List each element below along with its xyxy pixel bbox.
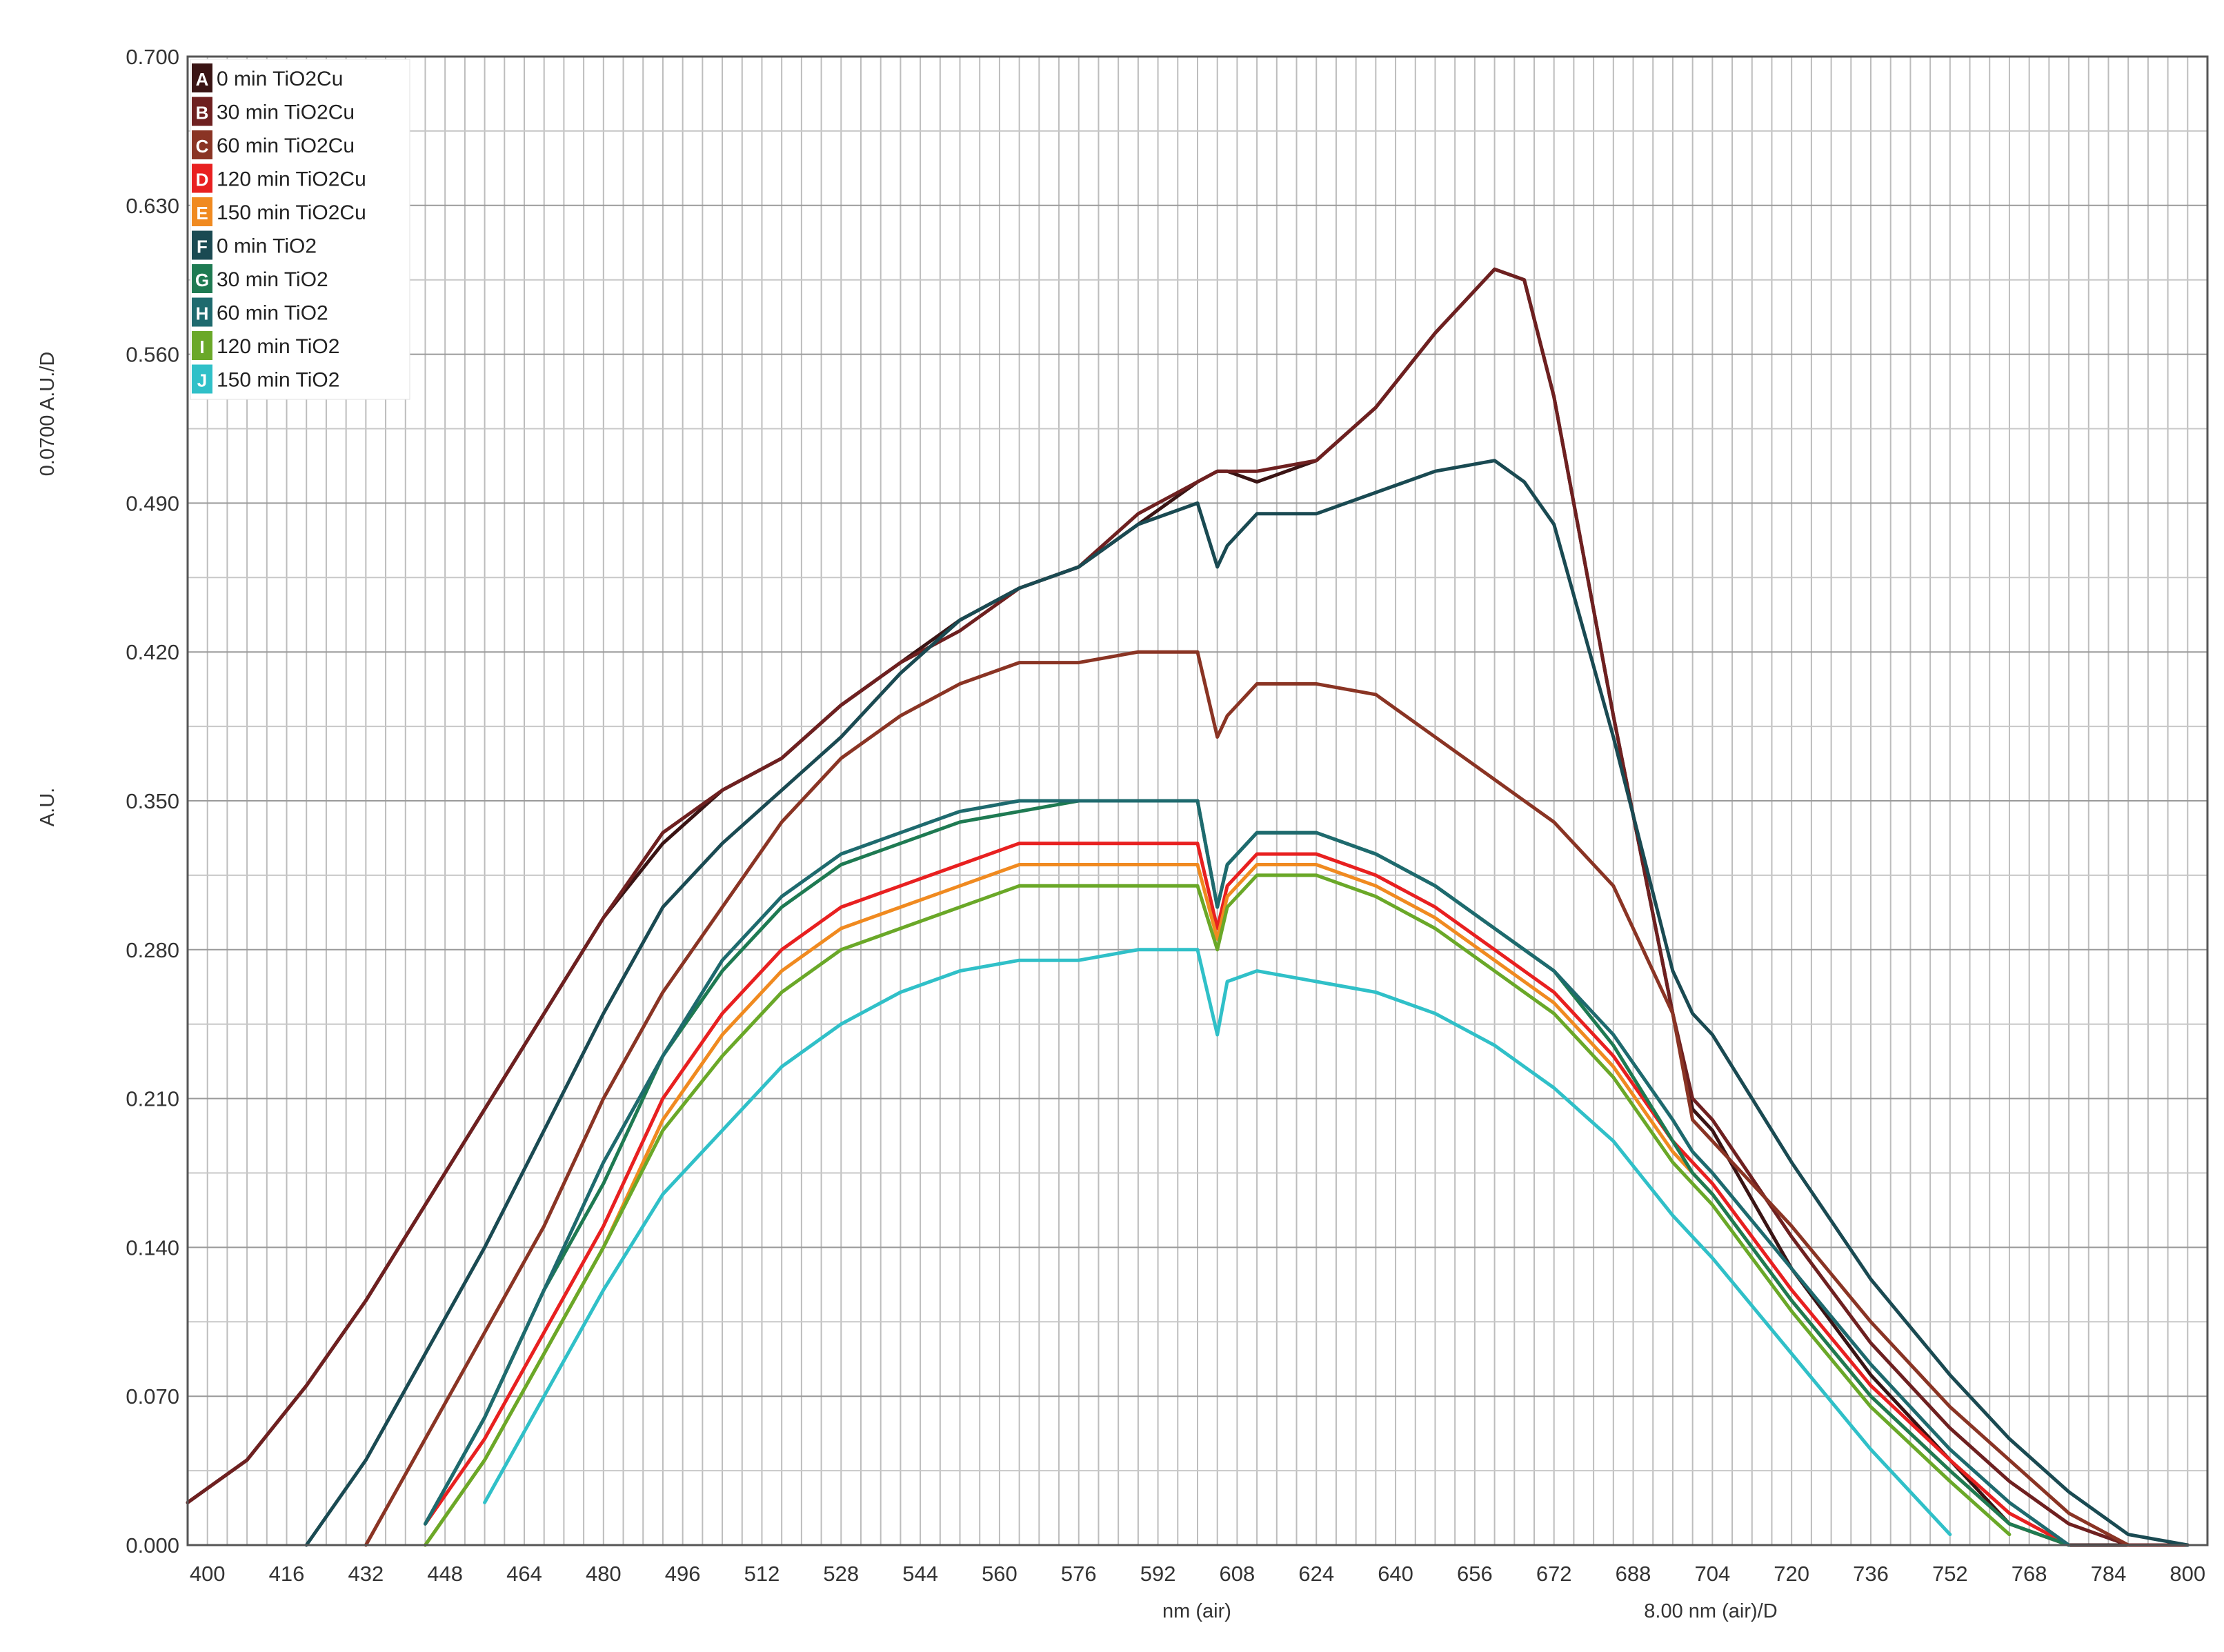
legend-entry-label: 150 min TiO2Cu bbox=[217, 201, 366, 224]
legend-entry-label: 30 min TiO2 bbox=[217, 268, 328, 291]
y-tick-label: 0.630 bbox=[126, 194, 179, 218]
legend-entry-label: 120 min TiO2Cu bbox=[217, 168, 366, 191]
legend-entry-label: 60 min TiO2 bbox=[217, 302, 328, 325]
legend-letter: G bbox=[195, 270, 209, 290]
x-tick-label: 560 bbox=[982, 1562, 1017, 1586]
x-tick-label: 784 bbox=[2091, 1562, 2127, 1586]
y-tick-label: 0.000 bbox=[126, 1533, 179, 1558]
legend-letter: C bbox=[196, 136, 209, 157]
tick-labels: 400 416 432 448 464 480 496 512 528 544 560 576 592 6… bbox=[126, 45, 2205, 1586]
x-tick-label: 512 bbox=[744, 1562, 780, 1586]
x-tick-label: 400 bbox=[190, 1562, 226, 1586]
legend-letter: B bbox=[196, 103, 209, 123]
x-tick-label: 480 bbox=[586, 1562, 622, 1586]
x-tick-label: 448 bbox=[427, 1562, 463, 1586]
y-axis-title: A.U. bbox=[37, 788, 59, 826]
legend-entry-label: 60 min TiO2Cu bbox=[217, 135, 355, 157]
series-line-c bbox=[364, 650, 2130, 1547]
series-line-h bbox=[424, 799, 2071, 1547]
x-tick-label: 576 bbox=[1061, 1562, 1097, 1586]
series-lines bbox=[186, 267, 2190, 1547]
legend-swatch bbox=[192, 163, 212, 193]
x-tick-label: 496 bbox=[665, 1562, 701, 1586]
legend-letter: E bbox=[196, 203, 208, 223]
series-line-j bbox=[483, 948, 1952, 1537]
y-scale-label: 0.0700 A.U./D bbox=[37, 352, 59, 477]
x-tick-label: 528 bbox=[823, 1562, 859, 1586]
y-tick-label: 0.070 bbox=[126, 1384, 179, 1409]
legend-swatch bbox=[192, 264, 212, 293]
legend-swatch bbox=[192, 230, 212, 260]
plot-frame bbox=[186, 55, 2209, 1546]
legend-letter: A bbox=[196, 69, 209, 90]
legend-letter: D bbox=[196, 170, 209, 190]
legend-letter: I bbox=[199, 337, 204, 357]
x-tick-label: 416 bbox=[269, 1562, 305, 1586]
x-tick-label: 800 bbox=[2170, 1562, 2205, 1586]
x-tick-label: 752 bbox=[1932, 1562, 1968, 1586]
x-tick-label: 640 bbox=[1378, 1562, 1413, 1586]
legend-swatch bbox=[192, 331, 212, 360]
legend-entry-label: 0 min TiO2Cu bbox=[217, 68, 343, 90]
y-tick-label: 0.350 bbox=[126, 789, 179, 813]
legend-entry-label: 30 min TiO2Cu bbox=[217, 101, 355, 124]
x-tick-label: 736 bbox=[1853, 1562, 1889, 1586]
y-tick-label: 0.490 bbox=[126, 491, 179, 515]
legend-entry-label: 150 min TiO2 bbox=[217, 369, 339, 392]
y-tick-label: 0.700 bbox=[126, 45, 179, 69]
legend-swatch bbox=[192, 197, 212, 226]
x-axis-title: nm (air) bbox=[1162, 1600, 1231, 1622]
x-tick-label: 592 bbox=[1140, 1562, 1176, 1586]
legend-swatch bbox=[192, 297, 212, 327]
legend-letter: H bbox=[196, 303, 209, 324]
x-tick-label: 672 bbox=[1536, 1562, 1572, 1586]
legend-box bbox=[190, 59, 410, 400]
legend-swatch bbox=[192, 63, 212, 92]
legend: A 0 min TiO2Cu B 30 min TiO2Cu C 60 min TiO2C… bbox=[190, 59, 410, 400]
legend-swatch bbox=[192, 97, 212, 126]
series-line-f bbox=[304, 459, 2190, 1547]
x-tick-label: 768 bbox=[2012, 1562, 2047, 1586]
series-line-b bbox=[186, 267, 2190, 1547]
x-tick-label: 608 bbox=[1220, 1562, 1255, 1586]
x-scale-label: 8.00 nm (air)/D bbox=[1644, 1600, 1777, 1622]
x-tick-label: 656 bbox=[1457, 1562, 1493, 1586]
legend-swatch bbox=[192, 130, 212, 159]
series-line-i bbox=[424, 873, 2012, 1547]
x-tick-label: 432 bbox=[348, 1562, 384, 1586]
y-tick-label: 0.560 bbox=[126, 343, 179, 367]
y-tick-label: 0.280 bbox=[126, 938, 179, 962]
x-tick-label: 464 bbox=[506, 1562, 542, 1586]
y-tick-label: 0.420 bbox=[126, 640, 179, 664]
legend-letter: F bbox=[197, 237, 208, 257]
x-tick-label: 624 bbox=[1298, 1562, 1334, 1586]
x-tick-label: 704 bbox=[1694, 1562, 1730, 1586]
x-tick-label: 720 bbox=[1774, 1562, 1809, 1586]
legend-letter: J bbox=[197, 370, 207, 391]
legend-entry-label: 0 min TiO2 bbox=[217, 235, 317, 258]
legend-swatch bbox=[192, 364, 212, 394]
y-tick-label: 0.140 bbox=[126, 1235, 179, 1260]
legend-entry-label: 120 min TiO2 bbox=[217, 335, 339, 358]
x-tick-label: 544 bbox=[902, 1562, 938, 1586]
y-tick-label: 0.210 bbox=[126, 1087, 179, 1111]
x-tick-label: 688 bbox=[1616, 1562, 1651, 1586]
series-line-d bbox=[424, 842, 2071, 1547]
